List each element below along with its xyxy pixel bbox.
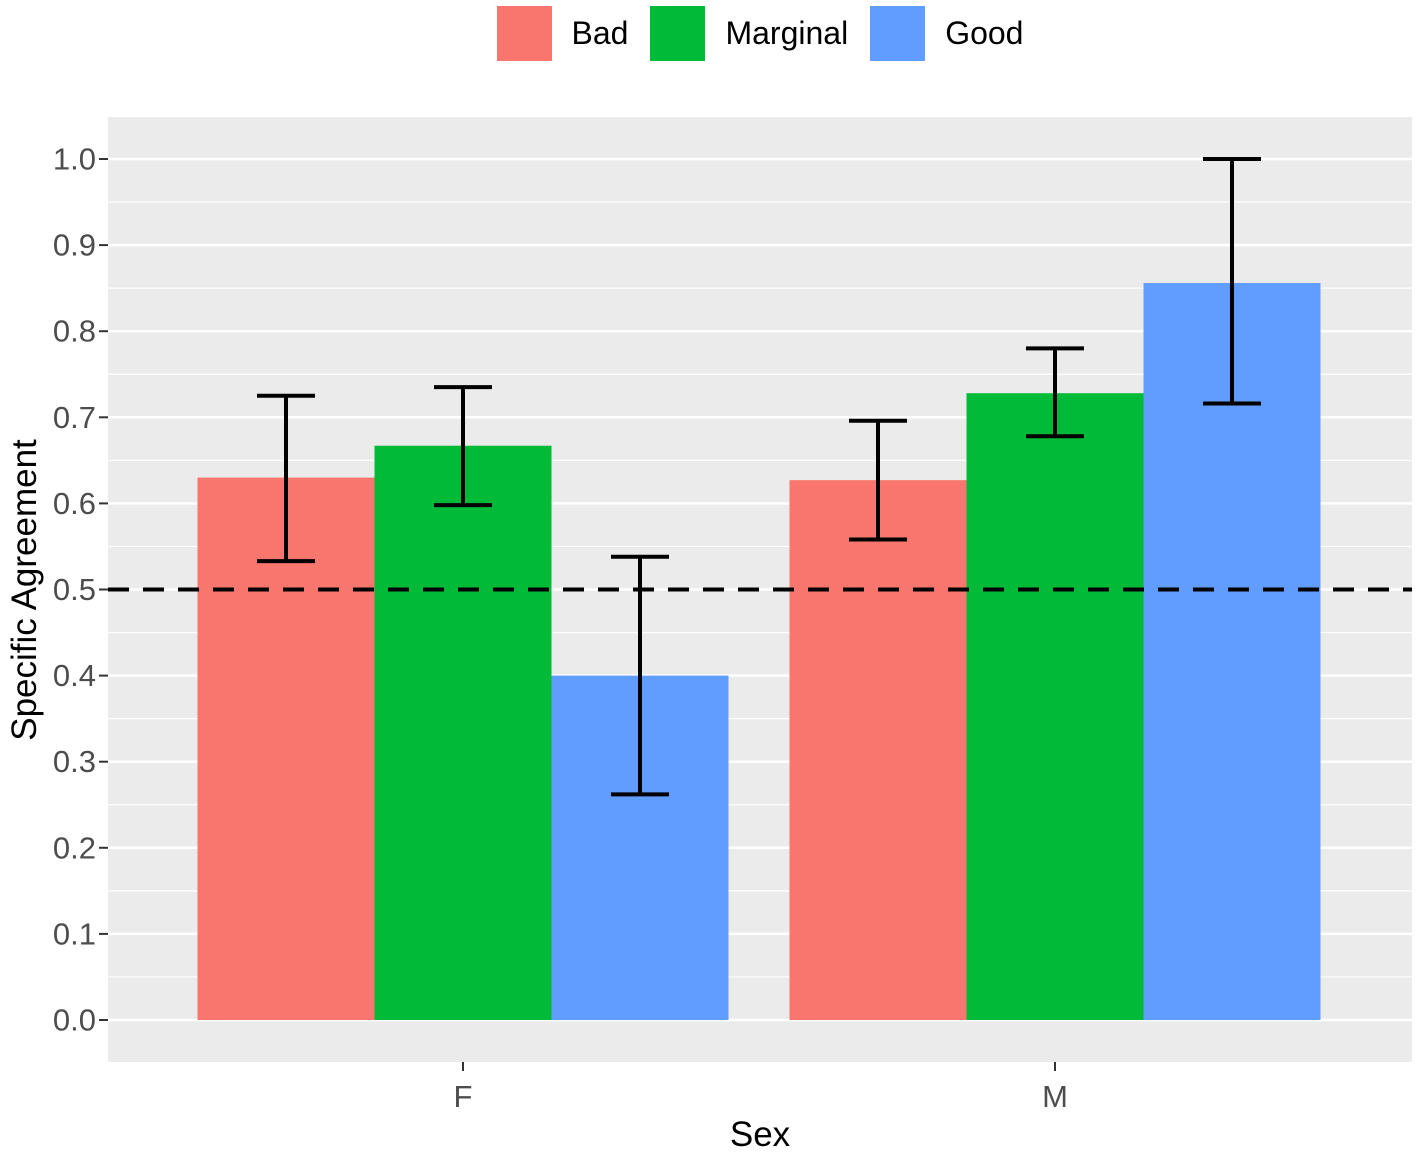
legend-key-marginal — [650, 5, 706, 61]
legend-item-good: Good — [870, 5, 1024, 61]
bar-m-marginal — [966, 393, 1144, 1020]
bar-f-marginal — [374, 445, 552, 1020]
legend-item-marginal: Marginal — [650, 5, 849, 61]
error-bar-m-good — [1203, 157, 1261, 406]
bar-m-good — [1143, 282, 1321, 1020]
bar-m-bad — [789, 480, 967, 1020]
bar-f-bad — [197, 477, 375, 1020]
legend: Bad Marginal Good — [108, 4, 1412, 62]
y-tick-label-0.3: 0.3 — [53, 744, 96, 779]
y-tick-label-0.1: 0.1 — [53, 916, 96, 951]
error-bar-f-good — [611, 554, 669, 797]
axis-ticks — [99, 158, 1056, 1071]
error-bar-m-bad — [849, 418, 907, 542]
legend-key-good — [870, 5, 926, 61]
x-tick-label-f: F — [454, 1079, 473, 1114]
legend-label-good: Good — [945, 14, 1024, 51]
error-bar-f-bad — [257, 393, 315, 564]
y-tick-label-1.0: 1.0 — [53, 142, 96, 177]
x-axis-title: Sex — [730, 1115, 791, 1154]
bars-layer — [197, 282, 1321, 1020]
y-tick-label-0.6: 0.6 — [53, 486, 96, 521]
y-tick-label-0.5: 0.5 — [53, 572, 96, 607]
y-tick-label-0.4: 0.4 — [53, 658, 96, 693]
error-bar-f-marginal — [434, 385, 492, 508]
y-tick-label-0.0: 0.0 — [53, 1003, 96, 1038]
x-tick-label-m: M — [1042, 1079, 1068, 1114]
y-axis-title: Specific Agreement — [5, 439, 44, 741]
legend-label-bad: Bad — [571, 14, 629, 51]
error-bar-m-marginal — [1026, 346, 1084, 439]
legend-key-bad — [496, 5, 552, 61]
legend-label-marginal: Marginal — [725, 14, 849, 51]
y-tick-label-0.8: 0.8 — [53, 314, 96, 349]
y-tick-label-0.2: 0.2 — [53, 830, 96, 865]
y-tick-label-0.7: 0.7 — [53, 400, 96, 435]
error-bars-layer — [257, 157, 1261, 797]
legend-item-bad: Bad — [496, 5, 629, 61]
y-tick-label-0.9: 0.9 — [53, 228, 96, 263]
axis-tick-labels: 0.0 0.1 0.2 0.3 0.4 0.5 0.6 0.7 0.8 0.9 1.0 F M — [53, 142, 1068, 1115]
